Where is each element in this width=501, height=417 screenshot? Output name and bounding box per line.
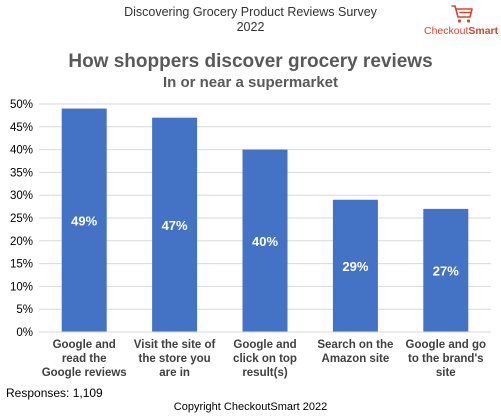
x-tick-label: Google and go to the brand's site: [406, 339, 487, 379]
y-tick-label: 35%: [10, 167, 33, 179]
y-tick-label: 45%: [10, 122, 33, 134]
chart-subtitle: In or near a supermarket: [162, 74, 339, 91]
bar: [152, 117, 198, 333]
survey-title: Discovering Grocery Product Reviews Surv…: [0, 5, 501, 35]
survey-title-line2: 2022: [236, 20, 265, 34]
y-tick-label: 20%: [10, 236, 33, 248]
brand-name-smart: Smart: [468, 25, 499, 37]
x-tick-label: Google and click on top result(s): [233, 339, 297, 379]
brand-name: CheckoutSmart: [424, 25, 498, 37]
y-tick-label: 50%: [10, 99, 33, 111]
y-tick-label: 30%: [10, 190, 33, 202]
bar: [242, 149, 288, 332]
y-tick-label: 10%: [10, 281, 33, 293]
survey-title-line1: Discovering Grocery Product Reviews Surv…: [124, 5, 377, 19]
bar: [423, 208, 469, 332]
data-label: 49%: [71, 213, 97, 228]
y-tick-label: 0%: [16, 327, 33, 339]
x-tick-label: Visit the site of the store you are in: [134, 339, 216, 379]
data-label: 29%: [342, 259, 368, 274]
y-tick-label: 5%: [16, 304, 33, 316]
bar: [61, 108, 107, 332]
x-tick-label: Search on the Amazon site: [317, 339, 393, 365]
x-tick-label: Google and read the Google reviews: [42, 339, 127, 379]
y-tick-label: 40%: [10, 145, 33, 157]
responses-note: Responses: 1,109: [6, 386, 103, 400]
shopping-cart-icon: [451, 5, 473, 23]
data-label: 27%: [433, 263, 459, 278]
brand-logo: CheckoutSmart: [424, 3, 498, 41]
bar: [332, 199, 378, 332]
y-tick-label: 25%: [10, 213, 33, 225]
chart-title: How shoppers discover grocery reviews: [68, 51, 433, 72]
y-tick-label: 15%: [10, 259, 33, 271]
data-label: 47%: [162, 218, 188, 233]
brand-name-checkout: Checkout: [424, 25, 469, 37]
data-label: 40%: [252, 234, 278, 249]
copyright-note: Copyright CheckoutSmart 2022: [173, 401, 328, 413]
